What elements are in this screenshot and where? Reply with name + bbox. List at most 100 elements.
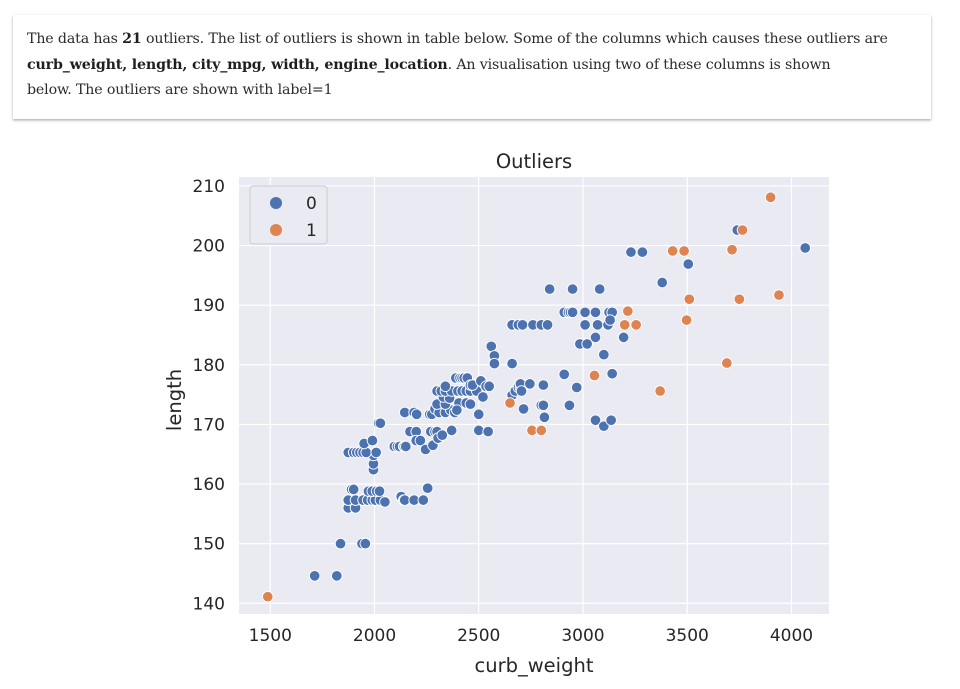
- x-tick-label: 3000: [561, 626, 604, 646]
- data-point-label-0: [410, 408, 423, 421]
- data-point-label-0: [537, 399, 550, 412]
- data-point-label-0: [579, 319, 591, 331]
- y-tick-label: 150: [193, 535, 225, 555]
- data-point-label-0: [473, 424, 485, 437]
- data-point-label-0: [566, 283, 579, 295]
- legend-marker-0: [270, 197, 282, 209]
- data-point-label-0: [598, 348, 610, 361]
- data-point-label-0: [617, 331, 630, 344]
- x-tick-label: 2000: [353, 626, 396, 646]
- x-axis-label: curb_weight: [475, 654, 594, 677]
- data-point-label-0: [589, 414, 602, 426]
- data-point-label-0: [373, 485, 386, 497]
- data-point-label-0: [464, 398, 477, 410]
- legend-label-0: 0: [306, 194, 317, 214]
- data-point-label-0: [517, 403, 530, 415]
- data-point-label-0: [589, 306, 602, 319]
- data-point-label-0: [656, 276, 668, 289]
- data-point-label-0: [482, 425, 494, 438]
- data-point-label-1: [618, 319, 631, 331]
- data-point-label-0: [445, 424, 458, 437]
- data-point-label-0: [477, 391, 489, 403]
- summary-text-start: The data has: [27, 31, 123, 47]
- data-point-label-1: [773, 289, 785, 301]
- outlier-summary-card: The data has 21 outliers. The list of ou…: [13, 15, 931, 119]
- data-point-label-0: [605, 414, 617, 426]
- data-point-label-0: [436, 429, 449, 441]
- y-axis-label: length: [163, 369, 186, 431]
- data-point-label-0: [581, 338, 593, 350]
- data-point-label-1: [726, 243, 738, 256]
- summary-text-visualisation: . An visualisation using two of these co…: [447, 56, 831, 73]
- y-tick-label: 200: [193, 237, 225, 257]
- data-point-label-1: [736, 224, 749, 236]
- legend: 0 1: [249, 185, 328, 245]
- x-tick-labels: 1500 2000 2500 3000 3500 4000: [249, 626, 813, 646]
- outlier-columns: curb_weight, length, city_mpg, width, en…: [27, 56, 448, 73]
- x-tick-label: 2500: [457, 626, 500, 646]
- legend-label-1: 1: [306, 221, 317, 241]
- data-point-label-0: [516, 319, 529, 331]
- data-point-label-0: [537, 379, 550, 391]
- data-point-label-0: [563, 399, 576, 412]
- data-point-label-0: [570, 381, 583, 394]
- data-point-label-0: [421, 482, 434, 494]
- data-point-label-0: [334, 537, 347, 550]
- data-point-label-0: [400, 440, 412, 453]
- series-label-0: [308, 224, 811, 582]
- plot-background: [239, 177, 829, 614]
- outlier-summary-text: The data has 21 outliers. The list of ou…: [27, 27, 917, 104]
- data-point-label-0: [558, 368, 570, 381]
- data-point-label-0: [488, 357, 501, 370]
- data-point-label-1: [630, 319, 642, 331]
- series-label-1: [262, 191, 785, 603]
- data-point-label-0: [308, 570, 321, 582]
- data-point-label-1: [666, 245, 679, 257]
- data-point-label-1: [535, 424, 548, 437]
- x-tick-label: 3500: [666, 626, 709, 646]
- data-point-label-0: [543, 283, 556, 295]
- data-point-label-0: [682, 258, 695, 270]
- y-tick-label: 210: [193, 177, 225, 197]
- data-point-label-0: [347, 483, 360, 496]
- data-point-label-1: [654, 385, 666, 397]
- data-point-label-0: [515, 385, 528, 397]
- data-point-label-0: [524, 378, 536, 390]
- data-point-label-0: [485, 340, 498, 353]
- x-tick-label: 4000: [770, 626, 813, 646]
- data-point-label-0: [566, 306, 579, 319]
- y-tick-label: 160: [193, 475, 225, 495]
- data-point-label-1: [588, 369, 601, 382]
- data-point-label-1: [680, 314, 693, 326]
- y-tick-label: 170: [193, 415, 225, 435]
- data-point-label-1: [262, 590, 274, 603]
- data-point-label-0: [506, 357, 518, 370]
- outlier-count: 21: [122, 31, 142, 47]
- data-point-label-0: [593, 283, 606, 295]
- data-point-label-1: [683, 293, 696, 305]
- x-tick-label: 1500: [249, 626, 292, 646]
- data-point-label-1: [504, 397, 516, 409]
- data-point-label-0: [604, 314, 616, 326]
- data-point-label-0: [359, 537, 372, 550]
- chart-title: Outliers: [496, 150, 572, 173]
- data-point-label-1: [733, 293, 746, 305]
- data-point-label-0: [379, 496, 391, 508]
- data-point-label-0: [589, 331, 602, 344]
- data-point-label-0: [591, 319, 604, 331]
- data-point-label-0: [374, 417, 387, 429]
- data-point-label-1: [764, 191, 777, 204]
- legend-marker-1: [270, 224, 282, 236]
- y-tick-label: 190: [193, 296, 225, 316]
- data-point-label-0: [483, 380, 495, 393]
- data-point-label-0: [473, 408, 485, 421]
- data-point-label-0: [541, 319, 554, 331]
- data-point-label-0: [331, 570, 343, 582]
- summary-text-middle: outliers. The list of outliers is shown …: [141, 31, 888, 47]
- data-point-label-0: [636, 246, 649, 258]
- summary-text-label-note: below. The outliers are shown with label…: [27, 82, 333, 98]
- data-point-label-0: [625, 246, 637, 258]
- legend-box: [249, 185, 328, 245]
- y-tick-labels: 140 150 160 170 180 190 200 210: [193, 177, 225, 614]
